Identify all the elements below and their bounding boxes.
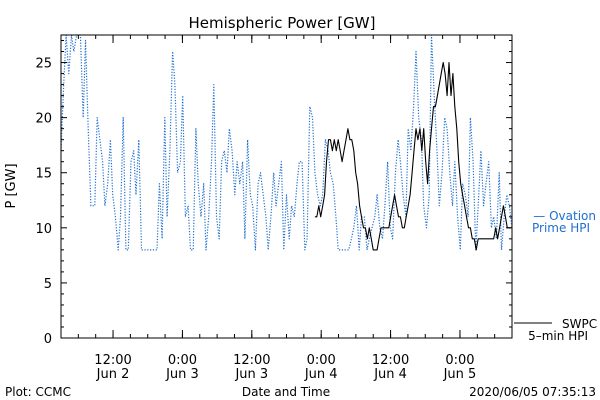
x-tick-label-time: 12:00: [94, 353, 131, 368]
y-tick-label: 20: [35, 112, 52, 127]
x-tick-label-time: 0:00: [168, 353, 197, 368]
x-tick-label-date: Jun 3: [234, 367, 268, 382]
legend-swpc-line1: SWPC: [562, 317, 597, 331]
x-tick-label-date: Jun 3: [165, 367, 199, 382]
series-layer: [60, 34, 513, 251]
y-tick-label: 10: [35, 222, 52, 237]
x-tick-label-date: Jun 2: [96, 367, 130, 382]
legend-ovation-line2: Prime HPI: [532, 221, 590, 235]
legend-swpc-line2: 5–min HPI: [528, 329, 588, 343]
legend-ovation-line1: — Ovation: [533, 209, 596, 223]
x-axis-label: Date and Time: [242, 385, 330, 399]
legend: — Ovation Prime HPI SWPC 5–min HPI: [514, 209, 597, 343]
x-tick-label-date: Jun 5: [443, 367, 477, 382]
series-line-ovation: [60, 34, 513, 251]
y-tick-label: 5: [44, 277, 52, 292]
x-tick-label-date: Jun 4: [304, 367, 338, 382]
timestamp: 2020/06/05 07:35:13: [469, 385, 596, 399]
x-tick-label-time: 12:00: [233, 353, 270, 368]
y-tick-label: 0: [44, 332, 52, 347]
plot-credit: Plot: CCMC: [5, 385, 71, 399]
x-tick-label-time: 12:00: [372, 353, 409, 368]
plot-frame: [60, 34, 513, 339]
chart-title: Hemispheric Power [GW]: [189, 14, 376, 32]
x-tick-label-time: 0:00: [307, 353, 336, 368]
y-axis-label: P [GW]: [4, 163, 19, 208]
series-line-swpc: [314, 61, 512, 251]
y-tick-label: 15: [35, 167, 52, 182]
y-tick-label: 25: [35, 57, 52, 72]
x-tick-label-time: 0:00: [445, 353, 474, 368]
x-tick-label-date: Jun 4: [373, 367, 407, 382]
